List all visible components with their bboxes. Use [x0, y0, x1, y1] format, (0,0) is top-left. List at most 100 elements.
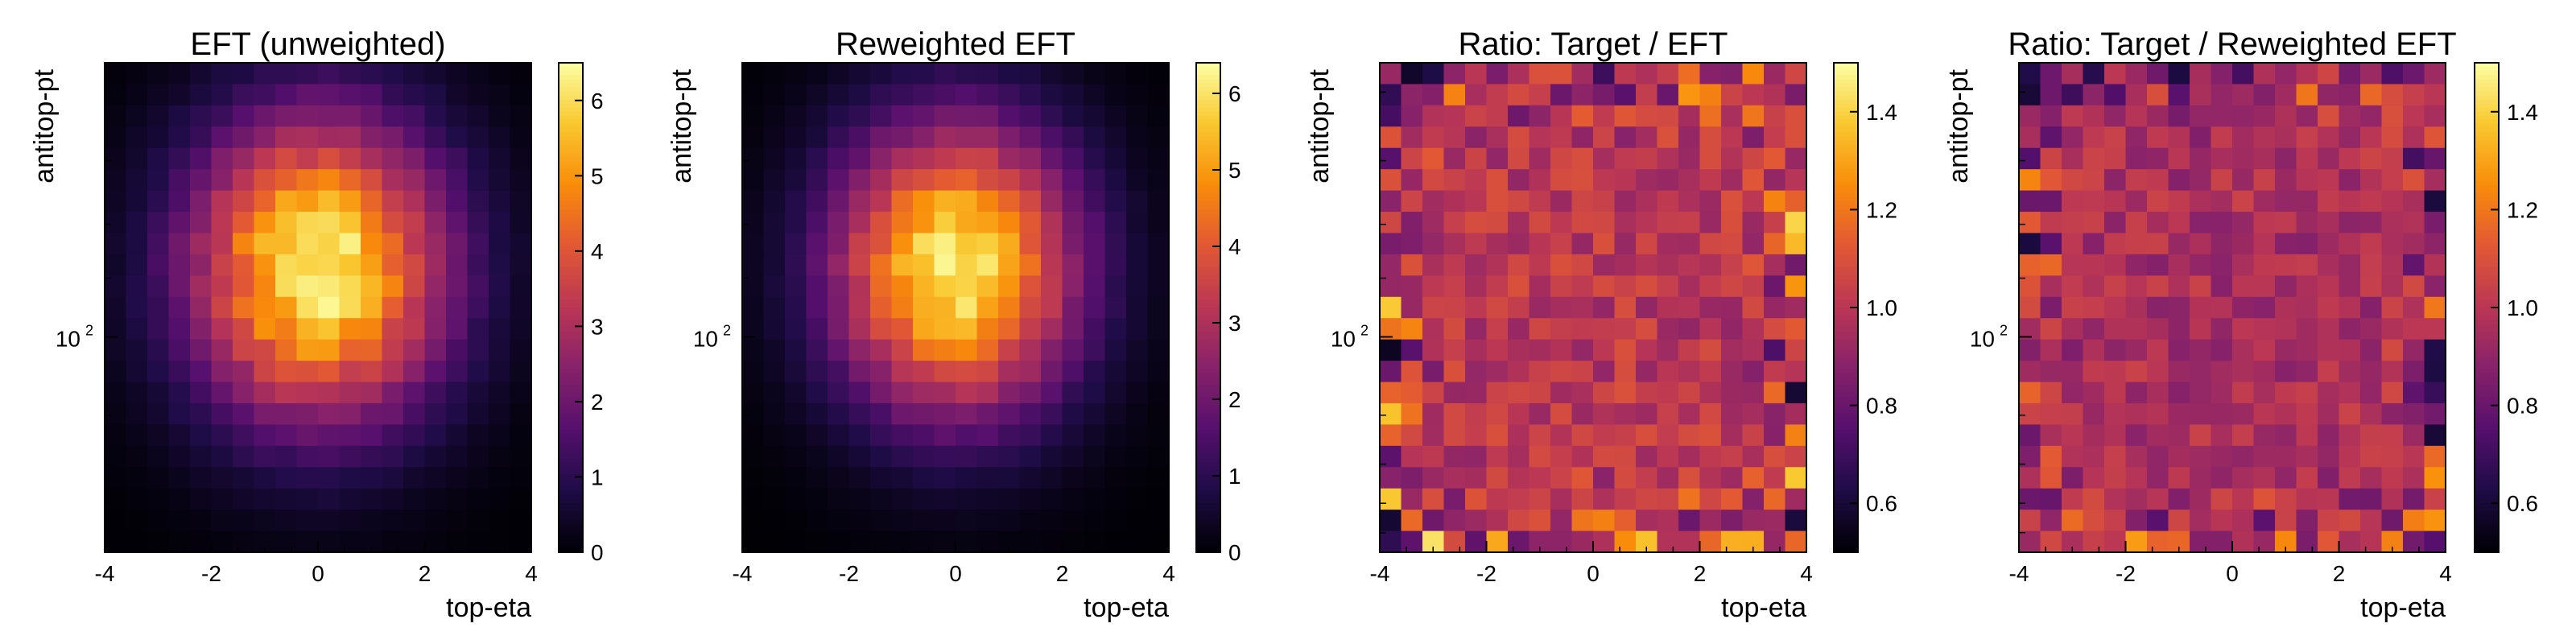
colorbar-segment: [1834, 303, 1858, 308]
heatmap-cell: [2083, 275, 2105, 298]
heatmap-cell: [2360, 382, 2383, 404]
heatmap-cell: [2125, 488, 2148, 510]
heatmap-cell: [2211, 488, 2233, 510]
heatmap-cell: [1636, 318, 1658, 341]
heatmap-cell: [1742, 467, 1765, 489]
heatmap-cell: [1529, 254, 1551, 276]
heatmap-cell: [848, 233, 871, 255]
heatmap-cell: [1571, 296, 1594, 319]
heatmap-cell: [2275, 275, 2297, 298]
heatmap-cell: [1529, 169, 1551, 192]
heatmap-cell: [1636, 467, 1658, 489]
heatmap-cell: [2232, 445, 2255, 468]
heatmap-cell: [446, 488, 469, 510]
heatmap-cell: [382, 467, 404, 489]
colorbar-segment: [559, 258, 583, 263]
heatmap-cell: [976, 63, 999, 85]
heatmap-cell: [742, 233, 765, 255]
colorbar-tick-label: 1: [1228, 464, 1241, 489]
heatmap-cell: [489, 147, 511, 170]
colorbar-segment: [1196, 495, 1220, 500]
heatmap-cell: [2275, 190, 2297, 213]
heatmap-cell: [2040, 254, 2062, 276]
colorbar-tick-label: 2: [1228, 387, 1241, 412]
colorbar-segment: [1834, 275, 1858, 280]
colorbar-segment: [1196, 156, 1220, 162]
heatmap-cell: [2339, 126, 2361, 149]
heatmap-cell: [126, 382, 148, 404]
heatmap-cell: [1699, 296, 1722, 319]
heatmap-cell: [1486, 318, 1509, 341]
heatmap-cell: [446, 147, 469, 170]
heatmap-cell: [828, 233, 850, 255]
heatmap-cell: [2083, 488, 2105, 510]
heatmap-cell: [742, 424, 765, 447]
colorbar-segment: [1196, 144, 1220, 149]
heatmap-cell: [1699, 339, 1722, 361]
heatmap-cell: [1401, 254, 1423, 276]
heatmap-cell: [2318, 424, 2340, 447]
heatmap-cell: [126, 212, 148, 234]
heatmap-cell: [2062, 382, 2084, 404]
heatmap-cell: [1443, 467, 1466, 489]
heatmap-cell: [105, 147, 127, 170]
heatmap-cell: [254, 84, 276, 106]
heatmap-cell: [190, 445, 213, 468]
heatmap-cell: [339, 488, 361, 510]
heatmap-cell: [1084, 233, 1106, 255]
colorbar-segment: [1834, 543, 1858, 549]
heatmap-cell: [275, 530, 298, 553]
heatmap-cell: [806, 424, 828, 447]
heatmap-cell: [2168, 147, 2190, 170]
heatmap-cell: [1785, 190, 1807, 213]
heatmap-cell: [2168, 424, 2190, 447]
colorbar-segment: [559, 185, 583, 190]
heatmap-cell: [2424, 445, 2446, 468]
heatmap-cell: [1785, 339, 1807, 361]
heatmap-cell: [1529, 233, 1551, 255]
heatmap-cell: [2211, 126, 2233, 149]
heatmap-cell: [275, 147, 298, 170]
heatmap-cell: [1529, 445, 1551, 468]
heatmap-cell: [1636, 63, 1658, 85]
heatmap-cell: [1126, 361, 1149, 383]
colorbar-segment: [2475, 308, 2499, 312]
colorbar-segment: [1196, 67, 1220, 72]
heatmap-cell: [934, 296, 956, 319]
heatmap-cell: [2062, 445, 2084, 468]
heatmap-cell: [2190, 402, 2212, 425]
heatmap-cell: [1443, 147, 1466, 170]
heatmap-cell: [1147, 361, 1170, 383]
heatmap-cell: [168, 105, 191, 127]
heatmap-cell: [2083, 445, 2105, 468]
heatmap-cell: [1147, 318, 1170, 341]
heatmap-cell: [1678, 445, 1701, 468]
heatmap-cell: [1614, 488, 1637, 510]
heatmap-cell: [2211, 424, 2233, 447]
heatmap-cell: [275, 402, 298, 425]
colorbar-segment: [559, 543, 583, 549]
heatmap-cell: [2062, 424, 2084, 447]
heatmap-cell: [2296, 126, 2318, 149]
heatmap-cell: [2147, 169, 2169, 192]
heatmap-cell: [424, 296, 447, 319]
heatmap-cell: [489, 488, 511, 510]
heatmap-cell: [296, 126, 319, 149]
heatmap-cell: [190, 361, 213, 383]
heatmap-cell: [785, 147, 807, 170]
heatmap-cell: [913, 467, 935, 489]
colorbar-segment: [1834, 417, 1858, 423]
heatmap-cell: [956, 63, 978, 85]
heatmap-cell: [806, 361, 828, 383]
heatmap-cell: [510, 402, 532, 425]
heatmap-cell: [1041, 445, 1063, 468]
heatmap-cell: [1486, 382, 1509, 404]
heatmap-cell: [489, 296, 511, 319]
heatmap-cell: [1084, 402, 1106, 425]
heatmap-cell: [1422, 275, 1445, 298]
heatmap-cell: [2296, 402, 2318, 425]
heatmap-cell: [489, 402, 511, 425]
y-tick-label: 10: [56, 326, 80, 351]
heatmap-cell: [1126, 84, 1149, 106]
heatmap-cell: [1104, 382, 1127, 404]
